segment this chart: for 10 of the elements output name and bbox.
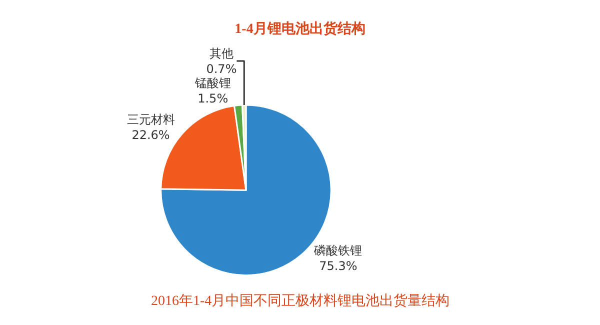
text: 2016年1-4月中国不同正极材料锂电池出货量结构 — [151, 293, 450, 309]
slice-label: 其他 — [209, 46, 234, 60]
slice-label: 磷酸铁锂 — [313, 243, 362, 258]
data-label: 1.5% — [198, 91, 228, 106]
chart-title: 1-4月锂电池出货结构 — [234, 20, 366, 37]
data-label: 0.7% — [206, 62, 237, 76]
slice-label: 三元材料 — [126, 112, 175, 126]
data-label: 22.6% — [132, 128, 170, 142]
slice-label: 锰酸锂 — [194, 76, 231, 90]
data-label: 75.3% — [319, 259, 358, 274]
